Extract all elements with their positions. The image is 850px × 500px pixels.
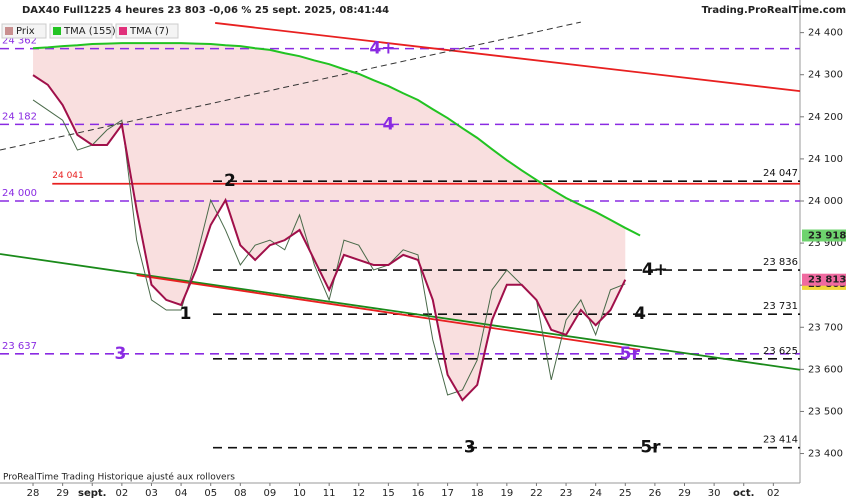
legend-bg xyxy=(115,23,179,39)
x-tick-label: 16 xyxy=(412,488,425,499)
wave-label: 4 xyxy=(634,304,646,324)
x-tick-label: sept. xyxy=(78,488,106,499)
y-tick-label: 23 700 xyxy=(808,322,843,333)
last-value-box xyxy=(802,229,846,242)
level-label: 23 625 xyxy=(763,346,798,357)
x-tick-label: 15 xyxy=(382,488,395,499)
y-tick-label: 23 400 xyxy=(808,449,843,460)
wave-label: 3 xyxy=(464,438,476,458)
wave-label: 5r xyxy=(620,344,641,364)
level-label: 24 047 xyxy=(763,168,798,179)
trend-label: 24 041 xyxy=(52,171,84,181)
x-tick-label: 05 xyxy=(204,488,217,499)
trend-line xyxy=(136,274,641,351)
x-tick-label: 09 xyxy=(264,488,277,499)
trend-line xyxy=(0,21,581,151)
level-label: 23 414 xyxy=(763,435,798,446)
legend-swatch xyxy=(5,27,13,35)
x-tick-label: 08 xyxy=(234,488,247,499)
y-tick-label: 23 600 xyxy=(808,364,843,375)
footer: ProRealTime Trading Historique ajusté au… xyxy=(3,472,235,483)
last-value-box xyxy=(802,273,846,286)
x-tick-label: 19 xyxy=(500,488,513,499)
wave-label: 2 xyxy=(224,171,236,191)
x-tick-label: 11 xyxy=(323,488,336,499)
y-tick-label: 24 200 xyxy=(808,112,843,123)
x-tick-label: 03 xyxy=(145,488,158,499)
y-tick-label: 24 000 xyxy=(808,196,843,207)
wave-label: 4 xyxy=(382,114,394,134)
legend-label: TMA (155) xyxy=(63,26,116,37)
x-tick-label: 29 xyxy=(678,488,691,499)
y-tick-label: 24 300 xyxy=(808,70,843,81)
legend-label: Prix xyxy=(16,26,35,37)
shaded-area xyxy=(33,43,626,401)
y-tick-label: 24 100 xyxy=(808,154,843,165)
x-tick-label: 30 xyxy=(708,488,721,499)
legend-bg xyxy=(49,23,113,39)
x-tick-label: 28 xyxy=(27,488,40,499)
x-tick-label: 02 xyxy=(115,488,128,499)
wave-label: 3 xyxy=(114,344,126,364)
x-tick-label: 25 xyxy=(619,488,632,499)
trend-line xyxy=(0,253,801,371)
x-tick-label: 23 xyxy=(560,488,573,499)
legend-swatch xyxy=(53,27,61,35)
x-tick-label: 17 xyxy=(441,488,454,499)
level-label: 24 182 xyxy=(2,111,37,122)
last-value-label: 23 813 xyxy=(808,275,846,286)
trend-line xyxy=(215,22,801,93)
x-tick-label: 26 xyxy=(649,488,662,499)
wave-label: 5r xyxy=(640,438,661,458)
x-tick-label: 22 xyxy=(530,488,543,499)
chart-title: DAX40 Full1225 4 heures 23 803 -0,06 % 2… xyxy=(22,5,389,16)
series-line xyxy=(32,74,627,402)
x-tick-label: 10 xyxy=(293,488,306,499)
site: Trading.ProRealTime.com xyxy=(702,5,846,16)
x-tick-label: 04 xyxy=(175,488,188,499)
legend-swatch xyxy=(119,27,127,35)
legend-label: TMA (7) xyxy=(129,26,169,37)
x-tick-label: 29 xyxy=(56,488,69,499)
wave-label: 4+ xyxy=(642,260,668,280)
x-tick-label: 12 xyxy=(352,488,365,499)
level-label: 23 836 xyxy=(763,257,798,268)
last-value-label: 23 918 xyxy=(808,231,846,242)
x-tick-label: oct. xyxy=(733,488,754,499)
wave-label: 1 xyxy=(180,304,192,324)
series-line xyxy=(32,42,641,237)
y-tick-label: 24 400 xyxy=(808,28,843,39)
y-tick-label: 23 500 xyxy=(808,406,843,417)
level-label: 23 637 xyxy=(2,341,37,352)
y-tick-label: 23 900 xyxy=(808,238,843,249)
x-tick-label: 02 xyxy=(767,488,780,499)
level-label: 24 362 xyxy=(2,36,37,47)
wave-label: 4+ xyxy=(369,39,395,59)
level-label: 24 000 xyxy=(2,188,37,199)
x-tick-label: 18 xyxy=(471,488,484,499)
x-tick-label: 24 xyxy=(589,488,602,499)
level-label: 23 731 xyxy=(763,301,798,312)
